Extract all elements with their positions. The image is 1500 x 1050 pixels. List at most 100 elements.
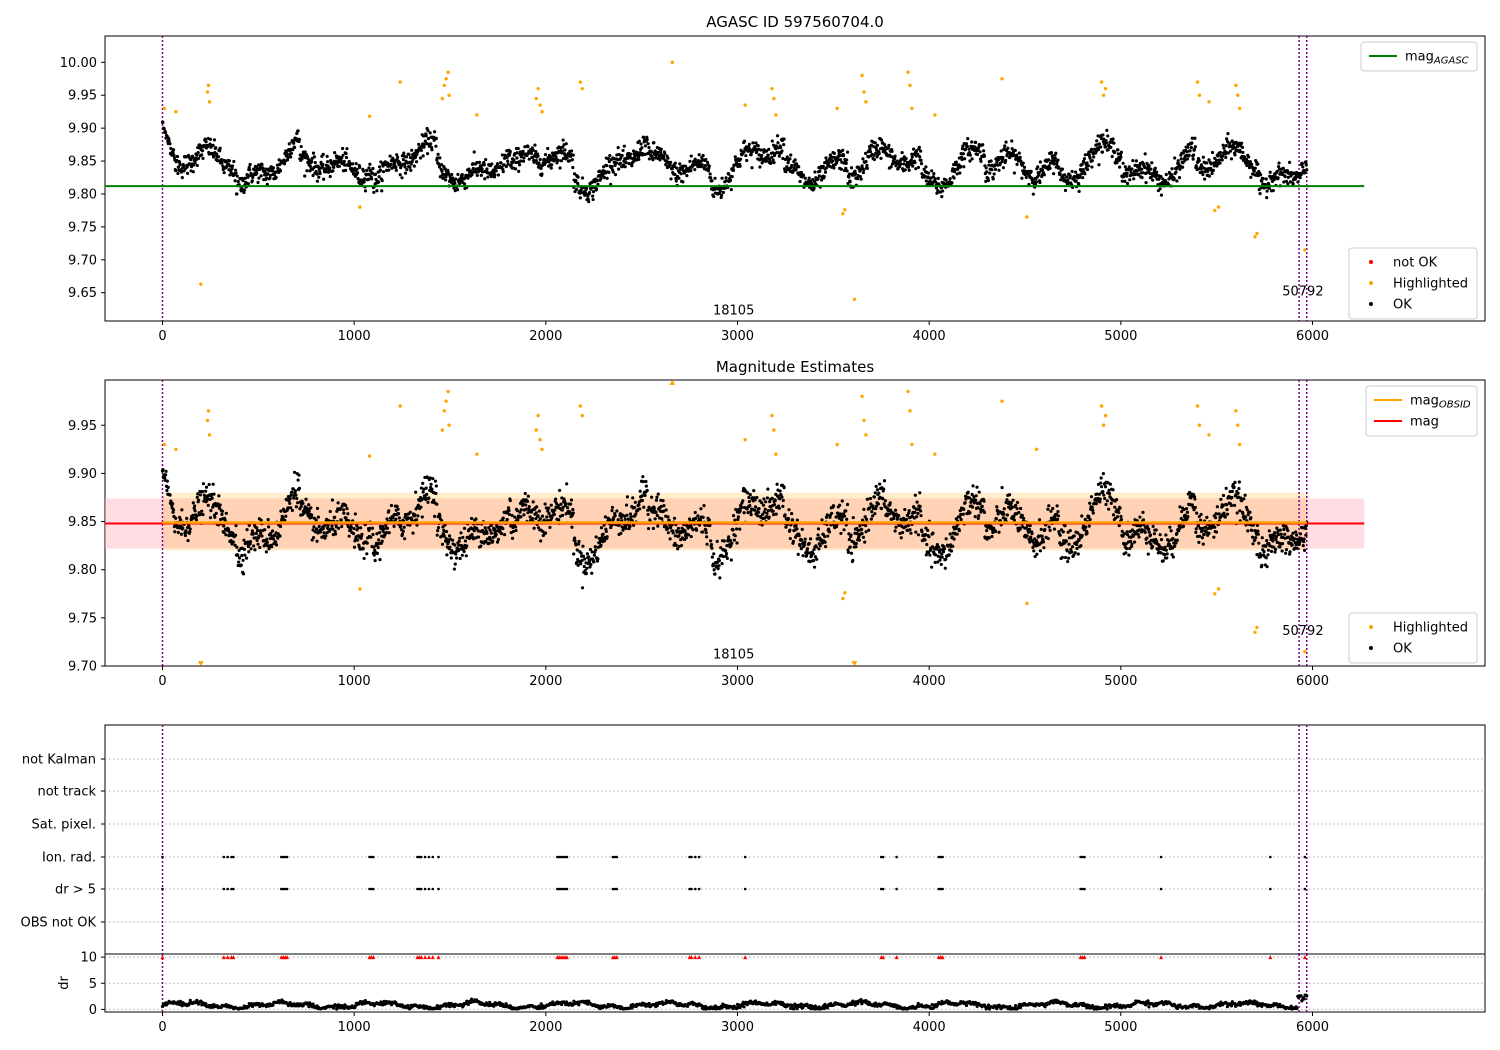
highlighted-point — [578, 80, 583, 84]
ok-point — [1224, 144, 1228, 148]
ok-point — [1057, 165, 1061, 170]
ok-point — [932, 172, 936, 176]
ok-point — [941, 549, 946, 554]
ok-point — [368, 162, 372, 166]
ok-point — [424, 486, 428, 490]
ok-point — [625, 495, 630, 499]
ok-point — [379, 160, 383, 164]
ok-point — [742, 139, 747, 143]
ok-point — [782, 486, 786, 490]
ok-point — [479, 173, 483, 177]
ok-point — [668, 160, 673, 164]
ok-point — [1117, 511, 1121, 515]
ok-point — [773, 498, 777, 503]
ok-point — [299, 144, 303, 149]
ok-point — [206, 503, 210, 507]
ok-point — [1105, 499, 1109, 503]
ok-point — [552, 512, 556, 516]
ok-point — [780, 149, 784, 153]
ok-point — [1114, 498, 1119, 502]
ok-point — [1063, 555, 1068, 560]
ok-point — [595, 187, 599, 191]
ok-point — [231, 540, 235, 544]
ok-point — [822, 175, 826, 179]
ok-point — [174, 169, 178, 173]
ok-point — [839, 531, 843, 536]
ok-point — [531, 148, 535, 152]
ok-point — [1164, 172, 1168, 177]
ok-point — [913, 493, 917, 497]
ok-point — [687, 517, 692, 521]
ok-point — [227, 159, 232, 163]
ok-point — [860, 527, 864, 531]
ok-point — [963, 500, 967, 505]
ok-point — [677, 176, 681, 180]
ok-point — [1080, 514, 1084, 518]
ok-point — [237, 560, 241, 564]
ok-point — [790, 511, 794, 516]
ok-point — [781, 498, 785, 503]
ok-point — [466, 176, 470, 180]
ok-point — [887, 143, 891, 147]
ok-point — [409, 168, 413, 172]
ok-point — [708, 172, 712, 176]
ok-point — [385, 526, 390, 530]
ok-point — [369, 168, 373, 173]
ok-point — [944, 178, 948, 182]
ok-point — [561, 138, 565, 142]
ok-point — [978, 502, 982, 506]
ok-point — [1240, 145, 1245, 149]
ok-point — [241, 558, 245, 562]
ok-point — [728, 178, 733, 182]
ok-point — [633, 500, 637, 504]
ok-point — [509, 163, 513, 167]
ok-point — [401, 157, 405, 162]
ok-point — [496, 537, 501, 542]
ok-point — [333, 150, 337, 155]
ok-point — [1032, 549, 1036, 553]
ok-point — [237, 556, 242, 560]
ok-point — [915, 500, 919, 504]
ok-point — [798, 179, 802, 184]
ok-point — [519, 508, 523, 512]
ok-point — [788, 528, 792, 532]
ok-point — [339, 518, 343, 522]
ok-point — [801, 554, 805, 558]
ok-point — [200, 489, 205, 494]
ok-point — [857, 538, 862, 542]
ok-point — [1226, 132, 1230, 136]
ok-point — [235, 192, 239, 196]
ok-point — [1303, 170, 1307, 175]
ok-point — [982, 510, 987, 514]
ok-point — [937, 545, 941, 549]
ok-point — [475, 173, 479, 178]
ok-point — [816, 533, 820, 537]
highlighted-point — [442, 83, 446, 88]
ok-point — [844, 161, 848, 165]
ok-point — [1097, 492, 1101, 496]
ok-point — [419, 148, 423, 153]
ok-point — [288, 496, 292, 501]
ok-point — [817, 547, 821, 551]
ok-point — [251, 532, 255, 536]
ok-point — [973, 514, 977, 519]
ok-point — [730, 541, 734, 545]
ok-point — [668, 163, 672, 167]
ok-point — [1130, 167, 1134, 171]
ok-point — [842, 528, 846, 532]
ok-point — [569, 149, 574, 153]
ok-point — [674, 179, 678, 183]
ok-point — [611, 170, 615, 174]
ok-point — [903, 507, 907, 512]
ok-point — [1218, 161, 1222, 165]
ok-point — [651, 158, 655, 162]
ok-point — [369, 535, 373, 539]
ok-point — [1127, 165, 1131, 169]
ok-point — [608, 153, 612, 158]
ok-point — [637, 139, 641, 143]
ok-point — [992, 172, 996, 176]
ok-point — [894, 525, 898, 529]
ok-point — [559, 159, 563, 163]
ok-point — [892, 516, 896, 521]
ok-point — [440, 169, 444, 173]
